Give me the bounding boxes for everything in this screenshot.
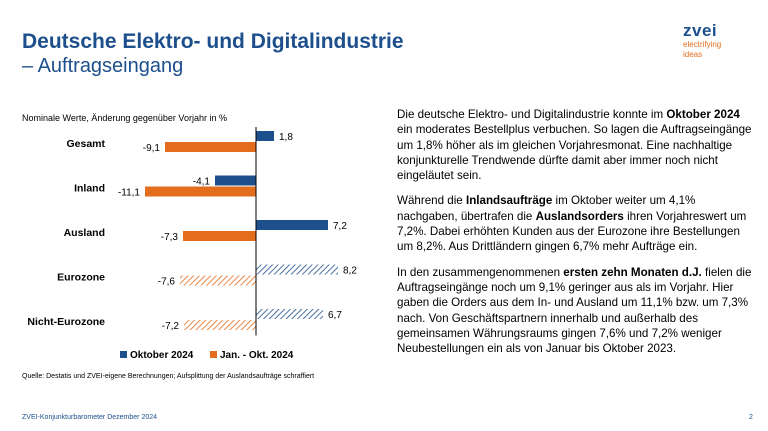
data-label-nicht-eurozone-series-1: 6,7 [328,310,342,321]
text-run: Oktober 2024 [666,108,740,121]
data-label-inland-series-2: -11,1 [118,188,140,199]
legend-swatch-series-1 [120,351,127,358]
text-run: Auslandsorders [535,209,624,223]
order-intake-bar-chart: Gesamt 1,8 -9,1 Inland -4,1 -11,1 Ausland 7,2 -7… [27,127,357,361]
category-label-inland: Inland [74,183,105,195]
logo-wordmark: zvei [683,21,718,40]
text-run: In den zusammengenommenen [397,265,564,279]
data-label-ausland-series-2: -7,3 [161,232,179,243]
bar-gesamt-series-2 [165,142,256,152]
bar-inland-series-1 [215,175,256,186]
category-label-nicht-eurozone: Nicht-Eurozone [27,316,105,328]
text-run: Inlandsaufträge [465,194,553,208]
category-label-ausland: Ausland [64,227,105,239]
chart-subtitle: Nominale Werte, Änderung gegenüber Vorja… [22,113,227,123]
logo-tagline-2: ideas [683,50,703,59]
paragraph-1: Die deutsche Elektro- und Digitalindustr… [397,107,752,183]
text-run: ihren Vorjahreswert um 7,2%. Dabei erhöh… [397,209,747,254]
page-number: 2 [749,414,753,421]
bar-eurozone-series-1 [256,264,338,275]
data-label-eurozone-series-2: -7,6 [158,277,176,288]
legend-label-series-1: Oktober 2024 [130,350,194,361]
text-run: Während die [397,194,466,208]
footer-label: ZVEI-Konjunkturbarometer Dezember 2024 [22,414,158,421]
text-run: fielen die Auftragseingänge noch um 9,1%… [397,265,752,356]
category-label-eurozone: Eurozone [57,272,105,284]
zvei-logo: zvei electrifying ideas [683,22,753,59]
logo-tagline-1: electrifying [683,40,722,49]
data-label-gesamt-series-2: -9,1 [143,143,161,154]
page-subtitle: – Auftragseingang [22,55,184,77]
data-label-gesamt-series-1: 1,8 [279,132,293,143]
bar-ausland-series-2 [183,231,256,241]
bar-inland-series-2 [145,186,256,197]
text-run: ein moderates Bestellplus verbuchen. So … [397,123,752,183]
legend-label-series-2: Jan. - Okt. 2024 [220,350,294,361]
legend-swatch-series-2 [210,351,217,358]
paragraph-2: Während die Inlandsaufträge im Oktober w… [397,193,752,254]
data-label-ausland-series-1: 7,2 [333,221,347,232]
bar-ausland-series-1 [256,220,328,230]
chart-source-note: Quelle: Destatis und ZVEI-eigene Berechn… [22,373,315,380]
text-run: im Oktober weiter um 4,1% nachgaben, übe… [397,194,696,223]
bar-nicht-eurozone-series-1 [256,309,323,319]
data-label-nicht-eurozone-series-2: -7,2 [162,321,180,332]
bar-gesamt-series-1 [256,131,274,141]
page-title: Deutsche Elektro- und Digitalindustrie [22,30,404,53]
text-run: ersten zehn Monaten d.J. [563,265,702,279]
commentary-text: Die deutsche Elektro- und Digitalindustr… [397,107,752,366]
paragraph-3: In den zusammengenommenen ersten zehn Mo… [397,265,752,357]
category-label-gesamt: Gesamt [66,138,105,150]
bar-eurozone-series-2 [180,275,256,286]
text-run: Die deutsche Elektro- und Digitalindustr… [397,108,667,121]
bar-nicht-eurozone-series-2 [184,320,256,330]
data-label-eurozone-series-1: 8,2 [343,266,357,277]
data-label-inland-series-1: -4,1 [193,177,211,188]
